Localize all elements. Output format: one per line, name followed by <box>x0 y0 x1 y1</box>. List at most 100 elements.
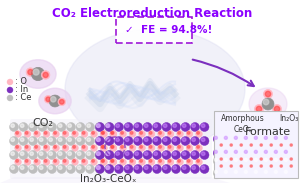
Circle shape <box>135 166 138 170</box>
Circle shape <box>187 160 190 162</box>
Circle shape <box>85 164 95 174</box>
Circle shape <box>220 158 222 160</box>
Circle shape <box>58 152 62 155</box>
Circle shape <box>34 145 40 151</box>
Circle shape <box>77 166 81 170</box>
Circle shape <box>28 164 38 174</box>
Circle shape <box>173 124 176 127</box>
Circle shape <box>97 124 101 127</box>
Circle shape <box>9 150 18 160</box>
Circle shape <box>152 164 161 174</box>
Circle shape <box>100 131 107 137</box>
Circle shape <box>154 138 158 141</box>
Circle shape <box>254 158 257 161</box>
Circle shape <box>239 143 245 149</box>
Circle shape <box>214 136 217 139</box>
Circle shape <box>171 164 181 174</box>
Circle shape <box>135 152 138 155</box>
Circle shape <box>111 160 114 162</box>
Circle shape <box>187 146 190 148</box>
Circle shape <box>106 152 110 155</box>
Circle shape <box>102 146 105 148</box>
Circle shape <box>163 138 167 141</box>
Circle shape <box>280 144 282 146</box>
Circle shape <box>11 138 15 141</box>
Circle shape <box>92 160 95 162</box>
Circle shape <box>85 150 95 160</box>
Circle shape <box>283 149 291 157</box>
Circle shape <box>46 97 51 102</box>
Circle shape <box>54 160 56 162</box>
Circle shape <box>66 136 75 146</box>
Circle shape <box>7 87 13 93</box>
Circle shape <box>230 165 232 167</box>
Circle shape <box>87 166 91 170</box>
Circle shape <box>223 135 231 143</box>
Circle shape <box>73 160 75 162</box>
Circle shape <box>77 152 81 155</box>
Circle shape <box>263 157 271 165</box>
Circle shape <box>58 166 62 170</box>
Circle shape <box>66 150 75 160</box>
Circle shape <box>173 152 176 155</box>
Circle shape <box>192 138 195 141</box>
Circle shape <box>95 122 104 132</box>
Text: : O: : O <box>15 77 27 87</box>
Circle shape <box>197 160 199 162</box>
Circle shape <box>264 170 267 173</box>
Circle shape <box>213 135 221 143</box>
Text: : Ce: : Ce <box>15 94 32 102</box>
Circle shape <box>250 165 252 167</box>
Circle shape <box>259 143 265 149</box>
Circle shape <box>159 132 161 134</box>
Circle shape <box>102 132 105 134</box>
Circle shape <box>196 131 202 137</box>
Circle shape <box>249 164 255 170</box>
Circle shape <box>129 131 136 137</box>
Circle shape <box>274 150 277 153</box>
Circle shape <box>279 143 285 149</box>
Circle shape <box>124 150 133 160</box>
Circle shape <box>24 159 31 165</box>
Circle shape <box>167 145 174 151</box>
Circle shape <box>171 136 181 146</box>
Circle shape <box>263 99 269 105</box>
Circle shape <box>19 164 28 174</box>
Circle shape <box>34 131 40 137</box>
Circle shape <box>97 138 101 141</box>
Circle shape <box>134 122 142 132</box>
Circle shape <box>262 98 274 110</box>
Circle shape <box>234 158 237 161</box>
Circle shape <box>48 122 56 132</box>
Circle shape <box>87 124 91 127</box>
Circle shape <box>144 152 148 155</box>
Circle shape <box>9 136 18 146</box>
Circle shape <box>44 160 47 162</box>
Circle shape <box>264 158 267 161</box>
Circle shape <box>253 149 261 157</box>
Circle shape <box>116 152 119 155</box>
Ellipse shape <box>65 29 245 149</box>
Circle shape <box>49 166 52 170</box>
Circle shape <box>163 124 167 127</box>
Circle shape <box>254 170 257 173</box>
Circle shape <box>95 122 105 132</box>
Circle shape <box>290 158 292 160</box>
Circle shape <box>49 138 52 141</box>
Circle shape <box>230 144 232 146</box>
Circle shape <box>106 166 110 170</box>
Circle shape <box>191 150 199 160</box>
Circle shape <box>243 149 251 157</box>
Circle shape <box>129 145 136 151</box>
Circle shape <box>167 159 174 165</box>
Circle shape <box>152 150 161 160</box>
Circle shape <box>223 149 231 157</box>
Circle shape <box>106 124 109 127</box>
Circle shape <box>272 105 281 114</box>
Ellipse shape <box>249 88 287 120</box>
Circle shape <box>134 150 142 160</box>
Circle shape <box>125 138 129 141</box>
Circle shape <box>111 132 113 134</box>
Circle shape <box>116 166 119 170</box>
Circle shape <box>28 136 38 146</box>
